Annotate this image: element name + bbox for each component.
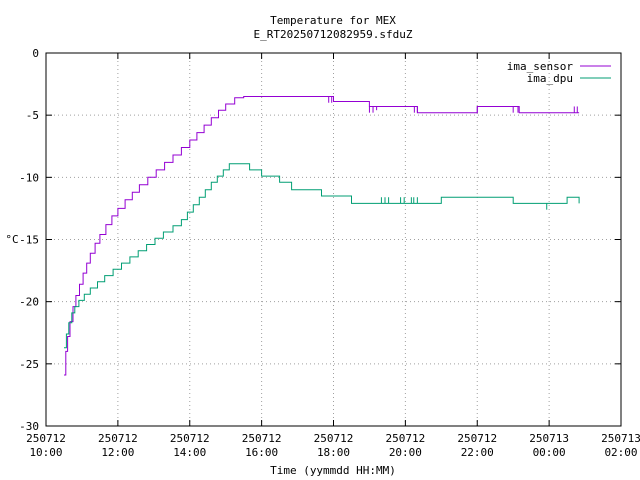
y-tick-label: -20 (19, 296, 39, 309)
chart-title: Temperature for MEX (270, 14, 396, 27)
y-tick-label: -25 (19, 358, 39, 371)
x-tick-label: 250713 (601, 432, 640, 445)
series-line-ima-dpu (64, 163, 580, 349)
chart-subtitle: E_RT20250712082959.sfduZ (254, 28, 413, 41)
x-tick-label: 18:00 (317, 446, 350, 459)
x-tick-label: 14:00 (173, 446, 206, 459)
x-tick-label: 250712 (26, 432, 66, 445)
x-tick-label: 250712 (98, 432, 138, 445)
data-series (64, 96, 580, 376)
y-axis-label: °C (5, 233, 18, 246)
x-tick-label: 250712 (386, 432, 426, 445)
x-tick-label: 250713 (529, 432, 569, 445)
x-tick-label: 250712 (170, 432, 210, 445)
x-tick-label: 00:00 (533, 446, 566, 459)
series-line-ima-sensor (64, 96, 580, 376)
x-tick-label: 16:00 (245, 446, 278, 459)
x-tick-label: 250712 (314, 432, 354, 445)
y-tick-label: 0 (32, 47, 39, 60)
x-axis-label: Time (yymmdd HH:MM) (270, 464, 396, 477)
y-tick-label: -5 (26, 109, 39, 122)
y-tick-label: -10 (19, 171, 39, 184)
legend-label: ima_dpu (527, 72, 573, 85)
legend-label: ima_sensor (507, 60, 574, 73)
x-tick-label: 20:00 (389, 446, 422, 459)
axes: 0-5-10-15-20-25-3025071210:0025071212:00… (19, 47, 640, 459)
x-tick-label: 22:00 (461, 446, 494, 459)
x-tick-label: 10:00 (29, 446, 62, 459)
grid-lines (46, 53, 621, 426)
x-tick-label: 02:00 (604, 446, 637, 459)
x-tick-label: 12:00 (101, 446, 134, 459)
y-tick-label: -15 (19, 234, 39, 247)
x-tick-label: 250712 (457, 432, 497, 445)
x-tick-label: 250712 (242, 432, 282, 445)
y-tick-label: -30 (19, 420, 39, 433)
plot-frame (45, 52, 622, 427)
